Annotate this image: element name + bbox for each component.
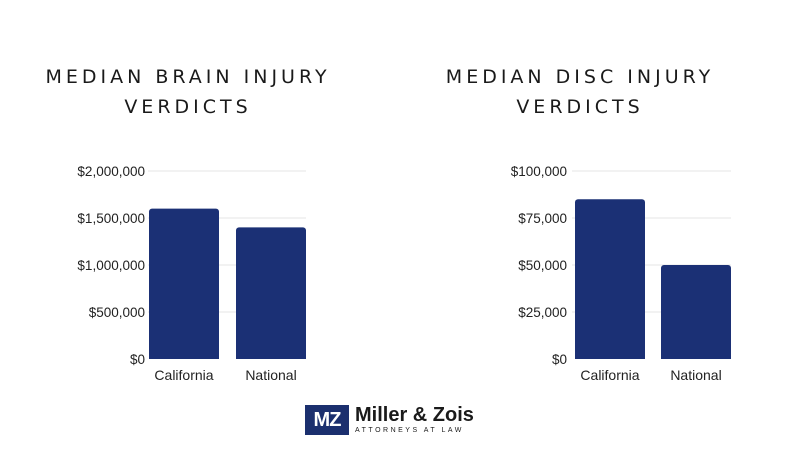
y-tick-label: $0	[130, 352, 145, 367]
chart-title-line-2: VERDICTS	[516, 96, 644, 118]
chart-title-disc-injury: MEDIAN DISC INJURY VERDICTS	[400, 62, 760, 122]
x-category-label: California	[154, 367, 213, 383]
company-logo: MZ Miller & Zois ATTORNEYS AT LAW	[305, 403, 474, 437]
bar-chart-disc-injury: $0 $25,000 $50,000 $75,000 $100,000 Californi…	[511, 164, 731, 383]
chart-title-line-2: VERDICTS	[124, 96, 252, 118]
bar-national	[661, 265, 731, 359]
bar-california	[149, 208, 219, 359]
bar-base	[149, 355, 219, 359]
x-category-label: National	[670, 367, 721, 383]
y-tick-label: $500,000	[89, 305, 145, 320]
bar-base	[575, 355, 645, 359]
chart-title-line-1: MEDIAN BRAIN INJURY	[45, 66, 331, 88]
bar-base	[236, 355, 306, 359]
y-tick-label: $1,500,000	[77, 211, 145, 226]
y-tick-label: $50,000	[518, 258, 567, 273]
bar-base	[661, 355, 731, 359]
chart-title-brain-injury: MEDIAN BRAIN INJURY VERDICTS	[8, 62, 368, 122]
bar-chart-brain-injury: $0 $500,000 $1,000,000 $1,500,000 $2,000,000…	[77, 164, 306, 383]
chart-title-line-1: MEDIAN DISC INJURY	[445, 66, 715, 88]
logo-text: Miller & Zois ATTORNEYS AT LAW	[355, 405, 474, 436]
logo-tagline: ATTORNEYS AT LAW	[355, 426, 464, 434]
y-tick-label: $2,000,000	[77, 164, 145, 179]
bar-national	[236, 227, 306, 359]
x-category-label: National	[245, 367, 296, 383]
x-category-label: California	[580, 367, 639, 383]
y-tick-label: $1,000,000	[77, 258, 145, 273]
logo-name: Miller & Zois	[355, 403, 474, 426]
bar-california	[575, 199, 645, 359]
y-tick-label: $25,000	[518, 305, 567, 320]
y-tick-label: $75,000	[518, 211, 567, 226]
logo-mark: MZ	[305, 405, 349, 435]
y-tick-label: $100,000	[511, 164, 567, 179]
y-tick-label: $0	[552, 352, 567, 367]
